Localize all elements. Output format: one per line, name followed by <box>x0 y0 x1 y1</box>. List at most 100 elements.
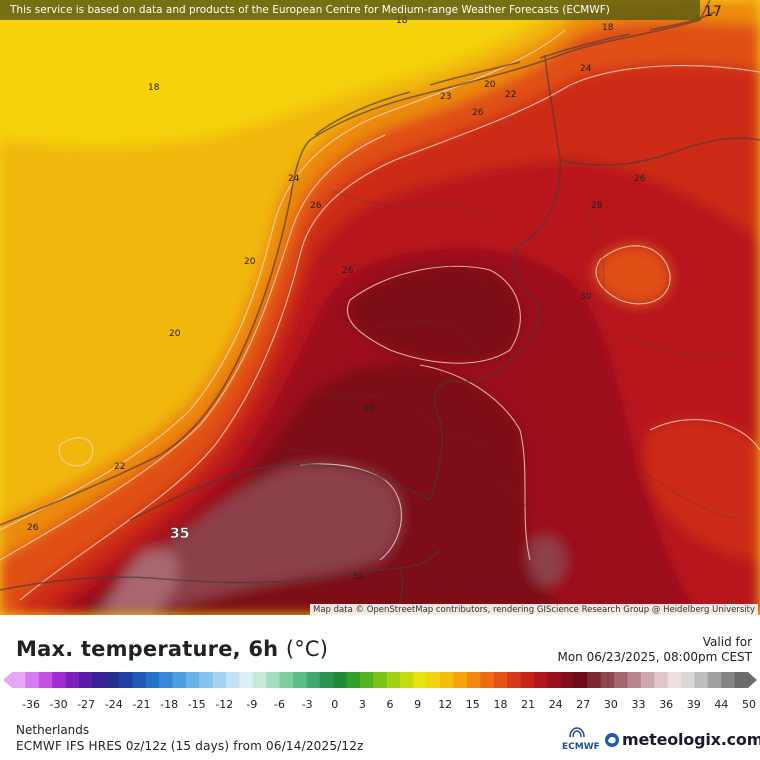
scale-swatch <box>145 672 160 688</box>
map-label: 24 <box>580 64 592 74</box>
scale-swatch <box>78 672 93 688</box>
scale-swatch <box>132 672 147 688</box>
scale-left-arrow <box>3 672 12 688</box>
scale-swatch <box>520 672 535 688</box>
meteologix-brand-text: meteologix.com <box>622 730 760 749</box>
scale-swatch <box>105 672 120 688</box>
map-label: 28 <box>591 201 603 211</box>
scale-swatch <box>386 672 401 688</box>
scale-tick-label: 33 <box>632 698 646 711</box>
scale-swatch <box>507 672 522 688</box>
temperature-map[interactable]: 17 18 18 18 24 20 22 23 26 24 26 26 28 2… <box>0 0 760 615</box>
scale-swatch <box>266 672 281 688</box>
map-label: 26 <box>310 201 322 211</box>
scale-swatch <box>65 672 80 688</box>
ecmwf-logo-icon <box>569 727 585 738</box>
scale-right-arrow <box>748 672 757 688</box>
isotherm-lines <box>0 29 760 601</box>
maroon-zone-north <box>347 266 521 364</box>
scale-swatch <box>172 672 187 688</box>
chart-title: Max. temperature, 6h (°C) <box>16 637 328 661</box>
map-label: 26 <box>342 266 354 276</box>
ecmwf-notice: This service is based on data and produc… <box>0 0 700 20</box>
scale-tick-label: -24 <box>105 698 123 711</box>
scale-swatch <box>185 672 200 688</box>
scale-tick-label: -15 <box>188 698 206 711</box>
meteologix-brand[interactable]: meteologix.com <box>604 730 760 750</box>
scale-swatch <box>627 672 642 688</box>
map-label: 35 <box>170 526 189 542</box>
map-label: 26 <box>27 523 39 533</box>
scale-swatch <box>587 672 602 688</box>
valid-date[interactable]: Mon 06/23/2025, 08:00pm CEST <box>557 650 752 664</box>
region-label: Netherlands <box>16 723 90 737</box>
title-text: Max. temperature, 6h <box>16 637 279 661</box>
scale-swatch <box>199 672 214 688</box>
scale-tick-label: 39 <box>687 698 701 711</box>
map-attribution[interactable]: Map data © OpenStreetMap contributors, r… <box>310 604 758 616</box>
scale-tick-label: -30 <box>50 698 68 711</box>
scale-swatch <box>734 672 749 688</box>
map-label: 18 <box>602 23 614 33</box>
scale-swatch <box>707 672 722 688</box>
scale-tick-label: 21 <box>521 698 535 711</box>
scale-tick-label: -6 <box>274 698 285 711</box>
scale-tick-label: -27 <box>77 698 95 711</box>
map-label: 32 <box>352 572 363 582</box>
map-label: 18 <box>396 16 408 26</box>
redorange-tongue <box>596 245 671 304</box>
scale-tick-label: 27 <box>576 698 590 711</box>
scale-swatch <box>413 672 428 688</box>
scale-swatch <box>480 672 495 688</box>
borders <box>0 0 760 615</box>
map-label: 18 <box>148 83 160 93</box>
scale-swatch <box>252 672 267 688</box>
scale-tick-label: 0 <box>331 698 338 711</box>
map-label: 20 <box>169 329 181 339</box>
scale-swatch <box>640 672 655 688</box>
scale-swatch <box>453 672 468 688</box>
scale-swatch <box>654 672 669 688</box>
scale-swatch <box>239 672 254 688</box>
scale-swatch <box>574 672 589 688</box>
scale-swatch <box>25 672 40 688</box>
map-label: 17 <box>704 4 722 20</box>
border-de-south <box>559 137 760 166</box>
ecmwf-logo[interactable]: ECMWF <box>560 727 604 757</box>
mauve-blob-east <box>528 536 566 586</box>
scale-swatch <box>667 672 682 688</box>
scale-tick-label: 44 <box>714 698 728 711</box>
ecmwf-logo-text: ECMWF <box>562 742 600 752</box>
model-info: ECMWF IFS HRES 0z/12z (15 days) from 06/… <box>16 739 364 753</box>
scale-swatch <box>560 672 575 688</box>
scale-swatch <box>293 672 307 688</box>
border-fr <box>0 549 441 591</box>
scale-tick-label: 50 <box>742 698 756 711</box>
map-label: 23 <box>440 92 451 102</box>
scale-swatch <box>681 672 696 688</box>
map-label: 20 <box>244 257 256 267</box>
map-labels: 17 18 18 18 24 20 22 23 26 24 26 26 28 2… <box>27 4 722 582</box>
scale-swatch <box>600 672 615 688</box>
scale-tick-label: -21 <box>133 698 151 711</box>
scale-swatch <box>319 672 334 688</box>
border-be <box>129 463 431 521</box>
scale-swatch <box>466 672 481 688</box>
scale-swatch <box>721 672 736 688</box>
scale-swatch <box>38 672 53 688</box>
wadden-islands <box>314 11 716 136</box>
map-label: 26 <box>634 174 646 184</box>
scale-swatch <box>159 672 174 688</box>
scale-swatch <box>400 672 415 688</box>
scale-tick-label: 6 <box>387 698 394 711</box>
scale-tick-label: 3 <box>359 698 366 711</box>
scale-swatch <box>359 672 374 688</box>
scale-swatch <box>533 672 548 688</box>
map-label: 26 <box>472 108 484 118</box>
title-unit: (°C) <box>285 637 329 661</box>
scale-tick-label: 9 <box>414 698 421 711</box>
scale-swatch <box>614 672 629 688</box>
scale-swatch <box>547 672 562 688</box>
coastline <box>0 0 711 526</box>
scale-tick-label: 36 <box>659 698 673 711</box>
